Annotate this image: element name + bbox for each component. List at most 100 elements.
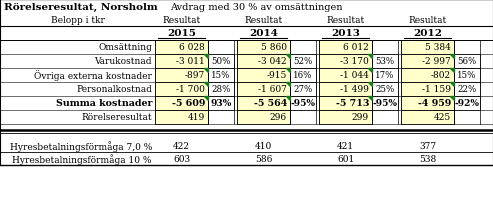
Bar — [155, 41, 208, 55]
Bar — [401, 96, 454, 110]
Text: 28%: 28% — [211, 85, 231, 94]
Bar — [237, 41, 290, 55]
Polygon shape — [368, 55, 372, 59]
Polygon shape — [204, 55, 208, 59]
Text: Belopp i tkr: Belopp i tkr — [51, 16, 105, 25]
Polygon shape — [368, 83, 372, 86]
Text: 425: 425 — [434, 113, 451, 122]
Bar — [401, 110, 454, 124]
Bar — [155, 55, 208, 69]
Text: -4 959: -4 959 — [418, 99, 451, 108]
Text: -2 997: -2 997 — [422, 57, 451, 66]
Text: 6 012: 6 012 — [343, 43, 369, 52]
Text: 5 384: 5 384 — [425, 43, 451, 52]
Text: Rörelseresultat: Rörelseresultat — [81, 113, 152, 122]
Bar — [208, 55, 234, 69]
Bar — [319, 96, 372, 110]
Text: Avdrag med 30 % av omsättningen: Avdrag med 30 % av omsättningen — [170, 2, 343, 11]
Bar — [237, 69, 290, 83]
Text: Resultat: Resultat — [245, 16, 282, 25]
Text: -802: -802 — [431, 71, 451, 80]
Text: 421: 421 — [337, 141, 354, 150]
Polygon shape — [450, 69, 454, 73]
Text: -1 159: -1 159 — [422, 85, 451, 94]
Polygon shape — [368, 96, 372, 101]
Text: Omsättning: Omsättning — [98, 43, 152, 52]
Text: -1 607: -1 607 — [258, 85, 287, 94]
Text: Varukostnad: Varukostnad — [95, 57, 152, 66]
Text: -1 700: -1 700 — [176, 85, 205, 94]
Polygon shape — [368, 69, 372, 73]
Text: 410: 410 — [255, 141, 272, 150]
Text: 601: 601 — [337, 154, 354, 163]
Bar — [290, 55, 316, 69]
Bar — [290, 83, 316, 96]
Bar — [454, 69, 480, 83]
Bar — [237, 96, 290, 110]
Text: 2014: 2014 — [249, 29, 278, 38]
Text: 16%: 16% — [293, 71, 313, 80]
Polygon shape — [286, 83, 290, 86]
Text: 419: 419 — [188, 113, 205, 122]
Text: Summa kostnader: Summa kostnader — [56, 99, 152, 108]
Text: Resultat: Resultat — [408, 16, 447, 25]
Text: Hyresbetalningsförmåga 7,0 %: Hyresbetalningsförmåga 7,0 % — [10, 140, 152, 151]
Text: 17%: 17% — [375, 71, 395, 80]
Text: Resultat: Resultat — [326, 16, 365, 25]
Text: 27%: 27% — [293, 85, 313, 94]
Polygon shape — [286, 55, 290, 59]
Bar — [237, 55, 290, 69]
Polygon shape — [286, 96, 290, 101]
Bar — [319, 69, 372, 83]
Bar — [401, 83, 454, 96]
Bar — [319, 110, 372, 124]
Bar — [155, 83, 208, 96]
Text: -897: -897 — [185, 71, 205, 80]
Bar — [372, 55, 398, 69]
Text: 299: 299 — [352, 113, 369, 122]
Text: 56%: 56% — [458, 57, 477, 66]
Bar — [372, 96, 398, 110]
Text: -92%: -92% — [455, 99, 480, 108]
Bar — [290, 96, 316, 110]
Text: 52%: 52% — [293, 57, 313, 66]
Text: -1 044: -1 044 — [340, 71, 369, 80]
Text: Rörelseresultat, Norsholm: Rörelseresultat, Norsholm — [4, 2, 158, 11]
Polygon shape — [450, 96, 454, 101]
Bar — [454, 55, 480, 69]
Bar — [237, 110, 290, 124]
Text: Personalkostnad: Personalkostnad — [76, 85, 152, 94]
Bar — [208, 83, 234, 96]
Bar — [155, 110, 208, 124]
Text: -5 564: -5 564 — [253, 99, 287, 108]
Text: 50%: 50% — [211, 57, 231, 66]
Text: 15%: 15% — [211, 71, 231, 80]
Text: -915: -915 — [267, 71, 287, 80]
Bar — [454, 83, 480, 96]
Text: 2015: 2015 — [167, 29, 196, 38]
Text: 538: 538 — [419, 154, 436, 163]
Text: 6 028: 6 028 — [179, 43, 205, 52]
Bar — [319, 83, 372, 96]
Text: 586: 586 — [255, 154, 272, 163]
Bar — [454, 96, 480, 110]
Text: Hyresbetalningsförmåga 10 %: Hyresbetalningsförmåga 10 % — [12, 153, 152, 164]
Polygon shape — [204, 83, 208, 86]
Text: -95%: -95% — [373, 99, 397, 108]
Polygon shape — [204, 96, 208, 101]
Bar — [319, 55, 372, 69]
Text: 377: 377 — [419, 141, 436, 150]
Text: 93%: 93% — [211, 99, 232, 108]
Text: -1 499: -1 499 — [340, 85, 369, 94]
Bar — [319, 41, 372, 55]
Bar — [290, 69, 316, 83]
Bar — [372, 83, 398, 96]
Text: -3 170: -3 170 — [340, 57, 369, 66]
Polygon shape — [204, 69, 208, 73]
Text: -95%: -95% — [290, 99, 316, 108]
Text: Övriga externa kostnader: Övriga externa kostnader — [34, 70, 152, 81]
Bar — [155, 96, 208, 110]
Polygon shape — [450, 83, 454, 86]
Text: -3 011: -3 011 — [176, 57, 205, 66]
Text: 603: 603 — [173, 154, 190, 163]
